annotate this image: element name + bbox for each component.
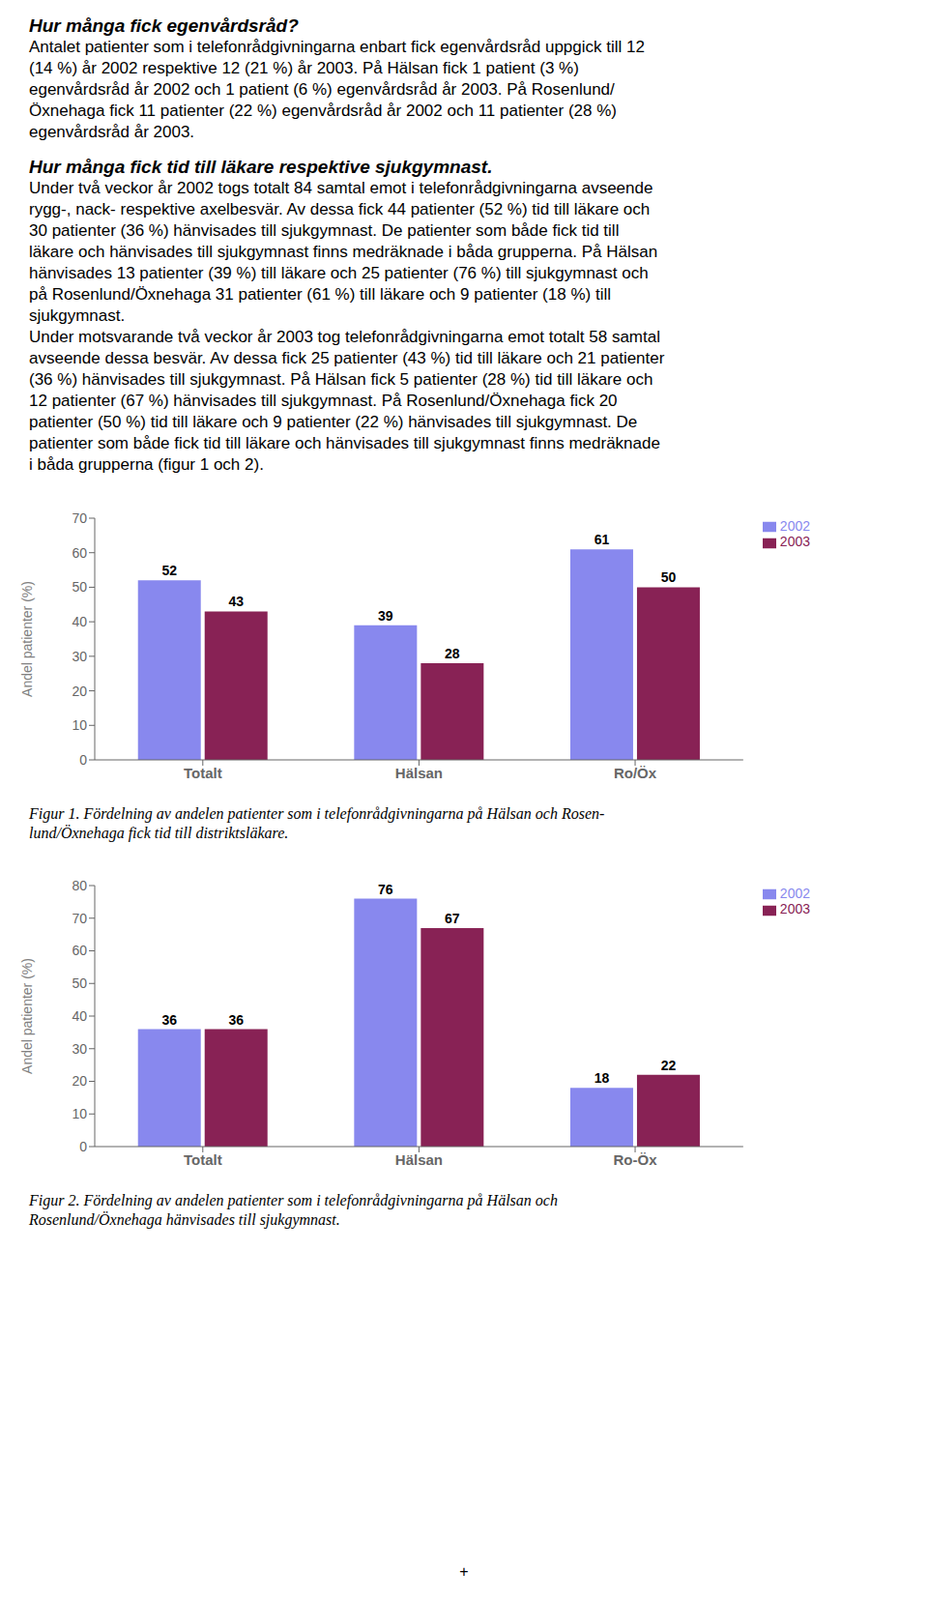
svg-text:70: 70 <box>71 510 87 526</box>
html-text:Under motsvarande två veckor å: Under motsvarande två veckor år 2003 tog… <box>29 327 661 347</box>
svg-text:Andel patienter (%): Andel patienter (%) <box>19 957 35 1074</box>
svg-text:10: 10 <box>71 1105 87 1122</box>
svg-text:20: 20 <box>71 1073 87 1089</box>
svg-text:36: 36 <box>161 1012 177 1028</box>
svg-text:Ro-Öx: Ro-Öx <box>613 1151 659 1168</box>
svg-text:20: 20 <box>71 683 87 699</box>
html-text:lund/Öxnehaga fick tid till di: lund/Öxnehaga fick tid till distriktsläk… <box>29 824 289 841</box>
svg-text:50: 50 <box>71 975 87 991</box>
svg-text:Ro/Öx: Ro/Öx <box>613 764 658 782</box>
svg-text:Hälsan: Hälsan <box>395 764 443 782</box>
html-text:sjukgymnast.: sjukgymnast. <box>29 306 125 325</box>
svg-text:39: 39 <box>377 608 394 624</box>
svg-text:70: 70 <box>71 910 87 927</box>
svg-text:67: 67 <box>444 910 461 927</box>
html-text:Figur 2. Fördelning av andelen: Figur 2. Fördelning av andelen patienter… <box>29 1191 558 1209</box>
svg-text:76: 76 <box>377 881 394 898</box>
html-text:läkare och hänvisades till sju: läkare och hänvisades till sjukgymnast f… <box>29 242 658 261</box>
html-text:patienter (50 %) tid till läka: patienter (50 %) tid till läkare och 9 p… <box>29 412 638 432</box>
svg-text:10: 10 <box>71 717 87 733</box>
html-text:2003: 2003 <box>779 533 811 550</box>
svg-text:43: 43 <box>228 593 244 609</box>
html-text:Under två veckor år 2002 togs: Under två veckor år 2002 togs totalt 84 … <box>29 178 653 198</box>
svg-text:40: 40 <box>71 1008 87 1024</box>
svg-text:60: 60 <box>71 942 87 958</box>
svg-text:0: 0 <box>79 752 87 768</box>
html-text:rygg-, nack- respektive axelbe: rygg-, nack- respektive axelbesvär. Av d… <box>29 200 650 219</box>
html-text:hänvisades 13 patienter (39 %): hänvisades 13 patienter (39 %) till läka… <box>29 263 649 283</box>
html-text:2002: 2002 <box>779 518 811 534</box>
html-text:Öxnehaga fick 11 patienter (22: Öxnehaga fick 11 patienter (22 %) egenvå… <box>29 101 617 120</box>
html-text:Hur många fick egenvårdsråd?: Hur många fick egenvårdsråd? <box>29 15 299 36</box>
html-text:2003: 2003 <box>779 901 811 917</box>
svg-text:80: 80 <box>71 877 87 894</box>
svg-text:Totalt: Totalt <box>183 764 223 782</box>
svg-text:30: 30 <box>71 1041 87 1057</box>
svg-text:52: 52 <box>161 562 177 579</box>
html-text:i båda grupperna (figur 1 och: i båda grupperna (figur 1 och 2). <box>29 455 264 474</box>
html-text:egenvårdsråd år 2002 och 1 pat: egenvårdsråd år 2002 och 1 patient (6 %)… <box>29 80 615 99</box>
html-text:Antalet patienter som i telefo: Antalet patienter som i telefonrådgivnin… <box>29 37 645 57</box>
svg-text:Totalt: Totalt <box>183 1151 223 1168</box>
html-text:patienter som både fick tid ti: patienter som både fick tid till läkare … <box>29 434 661 453</box>
svg-text:50: 50 <box>71 579 87 595</box>
html-text:(36 %) hänvisades till sjukgym: (36 %) hänvisades till sjukgymnast. På H… <box>29 370 653 389</box>
svg-text:18: 18 <box>594 1070 610 1086</box>
svg-text:30: 30 <box>71 648 87 665</box>
html-text:(14 %) år 2002 respektive 12 (: (14 %) år 2002 respektive 12 (21 %) år 2… <box>29 58 579 78</box>
html-text:egenvårdsråd år 2003.: egenvårdsråd år 2003. <box>29 122 195 142</box>
svg-text:Andel patienter (%): Andel patienter (%) <box>19 580 35 697</box>
svg-text:0: 0 <box>79 1138 87 1155</box>
svg-text:36: 36 <box>228 1012 244 1028</box>
html-text:Hur många fick tid till läkare: Hur många fick tid till läkare respektiv… <box>29 156 493 177</box>
svg-text:28: 28 <box>444 645 461 662</box>
svg-text:61: 61 <box>594 531 610 548</box>
svg-text:50: 50 <box>661 569 677 585</box>
html-text:30 patienter (36 %) hänvisades: 30 patienter (36 %) hänvisades till sjuk… <box>29 221 620 240</box>
html-text:12 patienter (67 %) hänvisades: 12 patienter (67 %) hänvisades till sjuk… <box>29 391 618 410</box>
html-text:Rosenlund/Öxnehaga hänvisades: Rosenlund/Öxnehaga hänvisades till sjukg… <box>29 1211 340 1228</box>
svg-text:22: 22 <box>661 1057 677 1073</box>
html-text:på Rosenlund/Öxnehaga 31 patie: på Rosenlund/Öxnehaga 31 patienter (61 %… <box>29 285 611 304</box>
svg-text:40: 40 <box>71 613 87 630</box>
html-text:avseende dessa besvär. Av dess: avseende dessa besvär. Av dessa fick 25 … <box>29 348 665 368</box>
svg-text:60: 60 <box>71 545 87 561</box>
html-text:Figur 1. Fördelning av andelen: Figur 1. Fördelning av andelen patienter… <box>29 805 605 822</box>
svg-text:Hälsan: Hälsan <box>395 1151 443 1168</box>
html-text:2002: 2002 <box>779 885 811 901</box>
